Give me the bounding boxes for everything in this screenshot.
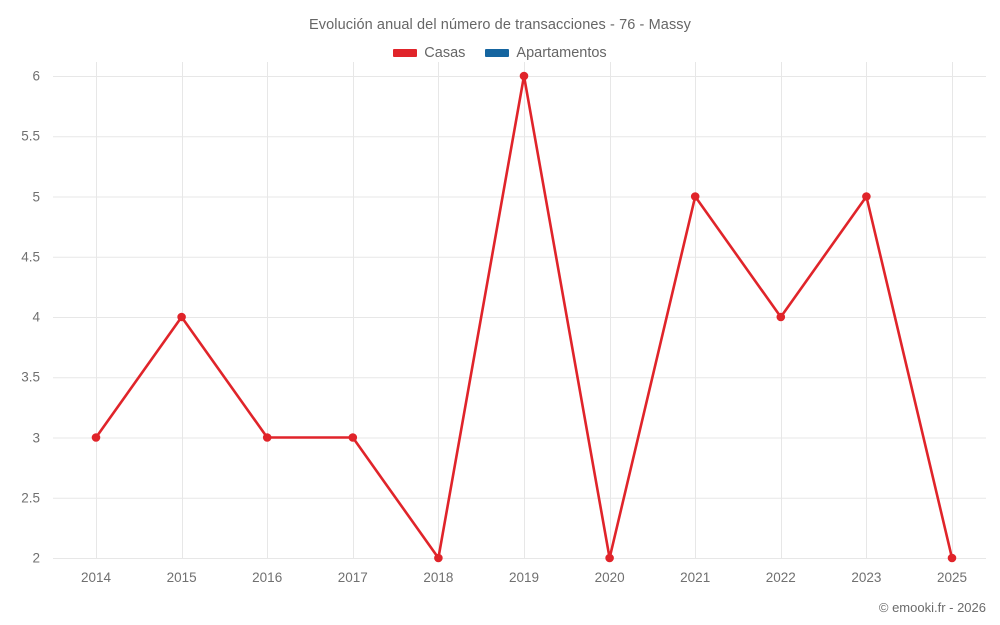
y-axis-tick-label: 4.5 xyxy=(21,249,40,265)
data-point[interactable] xyxy=(776,312,786,322)
legend-item-apartamentos[interactable]: Apartamentos xyxy=(485,45,607,61)
x-axis-tick-label: 2018 xyxy=(423,570,454,585)
data-point[interactable] xyxy=(262,433,272,442)
footer-credit: © emooki.fr - 2026 xyxy=(878,600,986,615)
data-point[interactable] xyxy=(519,71,529,81)
data-point[interactable] xyxy=(434,553,443,563)
y-axis-tick-label: 2 xyxy=(32,550,40,566)
y-axis-tick-label: 2.5 xyxy=(21,490,40,506)
legend-item-casas[interactable]: Casas xyxy=(393,45,465,61)
y-axis-tick-label: 5.5 xyxy=(21,128,40,144)
data-point[interactable] xyxy=(348,433,358,442)
chart-legend: Casas Apartamentos xyxy=(0,45,1000,61)
data-point[interactable] xyxy=(690,192,700,201)
y-axis-tick-label: 4 xyxy=(32,309,40,325)
x-axis-tick-label: 2023 xyxy=(851,570,882,585)
data-point[interactable] xyxy=(605,553,614,563)
x-axis-tick-label: 2022 xyxy=(765,570,796,585)
x-axis-tick-label: 2017 xyxy=(337,570,368,585)
data-point[interactable] xyxy=(91,433,101,442)
y-axis-tick-label: 6 xyxy=(32,68,40,84)
legend-swatch-apartamentos xyxy=(485,49,510,57)
y-axis-tick-label: 3 xyxy=(32,430,40,445)
data-point[interactable] xyxy=(862,192,871,201)
x-axis-tick-label: 2021 xyxy=(680,570,711,585)
data-point[interactable] xyxy=(947,553,957,563)
x-axis-tick-label: 2025 xyxy=(936,570,968,585)
x-axis-tick-label: 2014 xyxy=(80,570,112,585)
y-axis-tick-label: 5 xyxy=(32,189,40,204)
legend-label-casas: Casas xyxy=(424,45,466,61)
x-axis-tick-label: 2020 xyxy=(594,570,625,585)
chart-title: Evolución anual del número de transaccio… xyxy=(309,17,691,33)
legend-swatch-casas xyxy=(393,49,418,57)
legend-label-apartamentos: Apartamentos xyxy=(516,45,607,61)
x-axis-tick-label: 2016 xyxy=(252,570,283,585)
x-axis-tick-label: 2015 xyxy=(166,570,197,585)
data-point[interactable] xyxy=(177,312,186,322)
x-axis-tick-label: 2019 xyxy=(508,570,540,585)
y-axis-tick-label: 3.5 xyxy=(21,369,40,385)
